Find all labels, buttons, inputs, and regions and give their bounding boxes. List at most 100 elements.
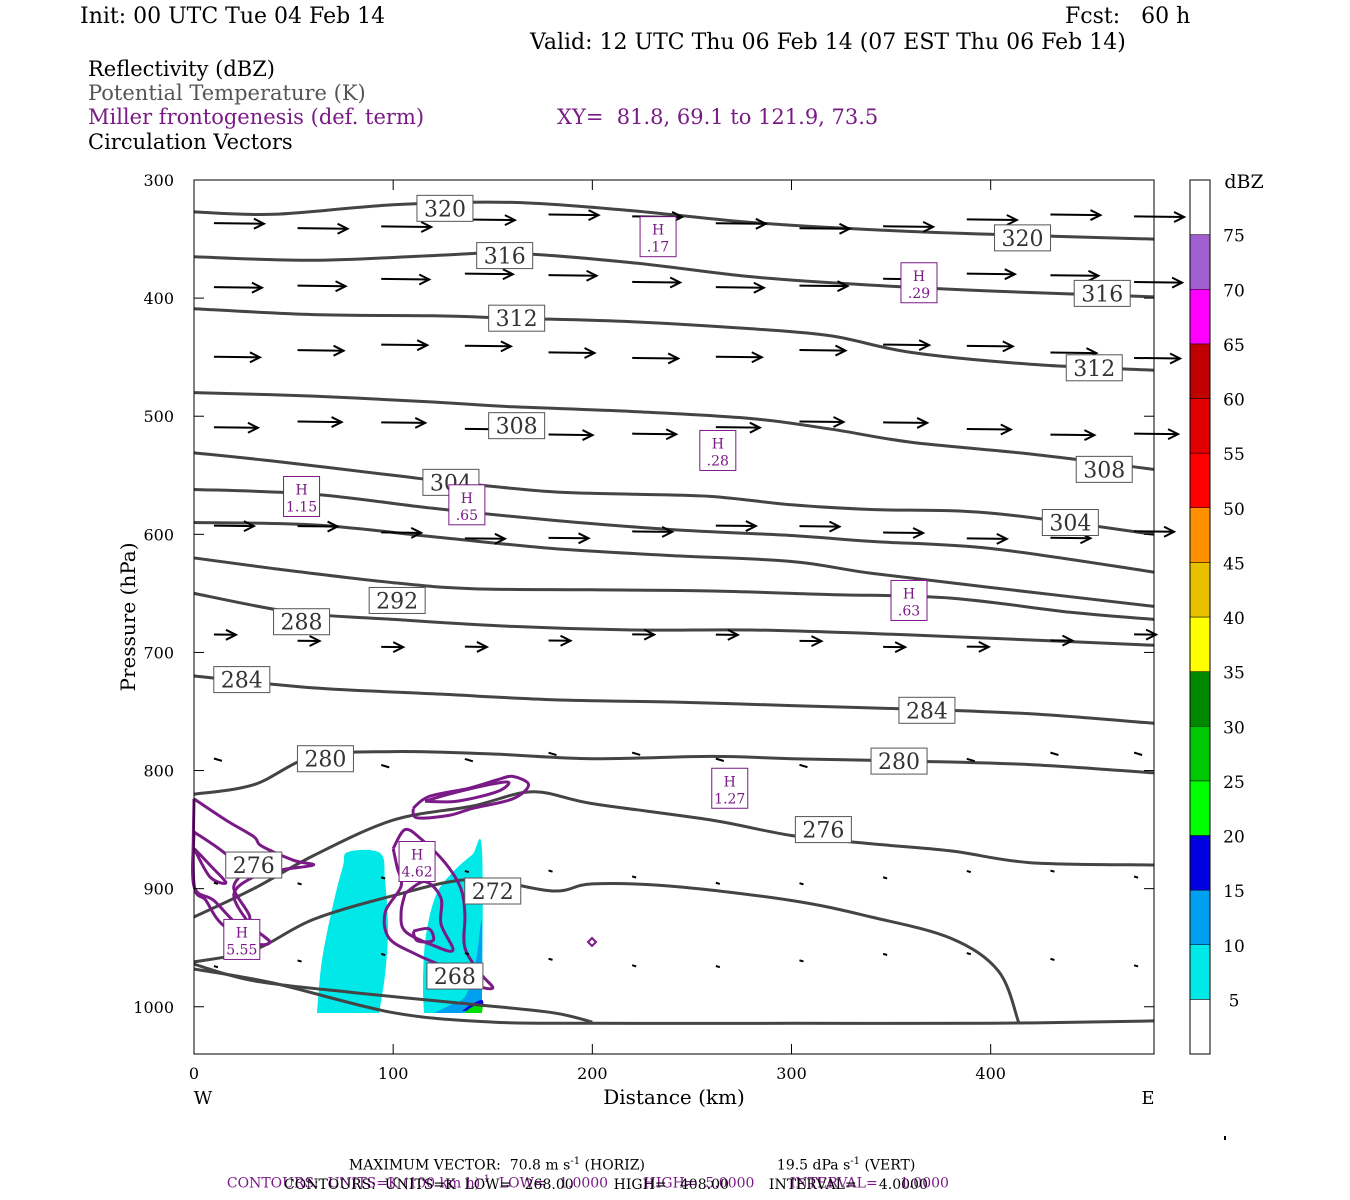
fronto-max-box [398,840,436,882]
circulation-vector [632,432,677,436]
colorbar-segment [1189,944,1211,1000]
theta-contour-label: 320 [424,197,466,222]
circulation-vector [1133,875,1139,879]
fronto-max-value: 4.62 [401,864,432,880]
fronto-max-box [283,476,321,518]
circulation-vector-head [745,520,759,532]
circulation-vector-head [811,635,824,648]
circulation-vector [1050,433,1095,437]
circulation-vector [380,876,386,880]
circulation-vector-head [309,635,322,647]
circulation-vector-head [410,527,424,539]
y-tick-label: 1000 [133,998,174,1017]
legend-reflectivity: Reflectivity (dBZ) [88,57,276,81]
circulation-vector [297,349,344,352]
x-tick-label: 0 [189,1064,199,1083]
forecast-hour: Fcst: 60 h [1065,4,1191,29]
circulation-vector-head [839,222,852,235]
circulation-vector [213,286,262,289]
y-tick-label: 300 [143,171,174,190]
circulation-vector-layer [213,209,1187,969]
theta-label-box [1075,455,1133,483]
circulation-vector-head [753,281,767,294]
circulation-vector [1050,351,1097,355]
circulation-vector-head [829,520,842,533]
fronto-max-letter: H [913,269,925,285]
theta-contour-288 [193,591,1155,647]
circulation-vector-head [665,428,679,441]
circulation-vector [966,218,1017,222]
circulation-vector [966,427,1011,431]
colorbar-segment [1189,835,1211,891]
circulation-vector [1133,964,1139,968]
circulation-vector-head [661,526,675,538]
valid-time: Valid: 12 UTC Thu 06 Feb 14 (07 EST Thu … [530,30,1126,55]
fronto-max-letter: H [652,223,664,239]
y-axis-title: Pressure (hPa) [116,543,140,692]
circulation-vector-head [894,641,908,654]
theta-label-box [898,696,956,724]
circulation-vector [966,272,1015,276]
max-vector-readout: MAXIMUM VECTOR: 70.8 m s-1 (HORIZ) [340,1140,645,1174]
circulation-vector-head [225,628,239,641]
cross-section-chart: 3203203163163123123083083043042922882842… [116,171,1264,1140]
fronto-max-value: 1.27 [714,791,745,807]
theta-label-box [1065,354,1123,382]
circulation-vector [799,959,804,963]
colorbar-unit: dBZ [1224,171,1263,193]
theta-contour-268 [193,962,593,1024]
circulation-vector-head [1089,209,1103,221]
colorbar-level-label: 20 [1223,828,1245,848]
circulation-vector-head [755,217,769,230]
circulation-vector [297,420,342,424]
colorbar-level-label: 15 [1223,882,1245,902]
circulation-vector [1134,215,1185,219]
theta-contour-label: 276 [802,819,844,844]
circulation-vector-head [586,269,599,282]
circulation-vector [715,355,762,359]
colorbar-segment [1189,507,1211,563]
colorbar-segment [1189,726,1211,782]
y-tick-label: 700 [143,643,174,662]
circulation-vector-head [996,532,1010,545]
colorbar-segment [1189,616,1211,672]
x-tick-label: 400 [975,1064,1006,1083]
colorbar-level-label: 5 [1229,991,1240,1011]
fronto-max-box [448,484,486,526]
fronto-max-box [639,216,677,258]
legend-xy-section: XY= 81.8, 69.1 to 121.9, 73.5 [557,105,879,129]
x-tick-label: 300 [776,1064,807,1083]
circulation-vector-head [1167,428,1181,441]
circulation-vector [213,426,258,429]
fronto-contour [586,936,598,948]
circulation-vector [297,882,302,886]
theta-label-box [870,747,928,775]
circulation-vector [799,882,804,886]
circulation-vector [464,757,474,763]
theta-contour-label: 284 [221,669,263,694]
circulation-vector-head [978,640,992,653]
circulation-vector [548,351,595,354]
circulation-vector [631,964,637,968]
legend-potential-temperature: Potential Temperature (K) [88,81,366,105]
theta-label-box [794,816,852,844]
max-horiz-tag: (HORIZ) [580,1157,645,1174]
colorbar-segment [1189,343,1211,399]
circulation-vector-head [494,532,508,545]
theta-contour-label: 308 [496,415,538,440]
theta-label-box [994,224,1052,252]
fronto-contour [399,880,455,953]
circulation-vector [715,881,721,885]
fronto-contour [382,827,495,991]
circulation-vector-head [643,628,657,641]
theta-contour-label: 276 [233,854,275,879]
theta-label-box [1041,509,1099,537]
circulation-vector [799,420,844,424]
circulation-vector-head [337,222,350,235]
fronto-max-value: .29 [908,286,930,302]
circulation-vector-head [1004,268,1018,281]
circulation-vector-head [392,641,406,653]
fronto-max-letter: H [903,586,915,602]
colorbar-segment [1189,562,1211,618]
colorbar-level-label: 75 [1223,227,1245,247]
